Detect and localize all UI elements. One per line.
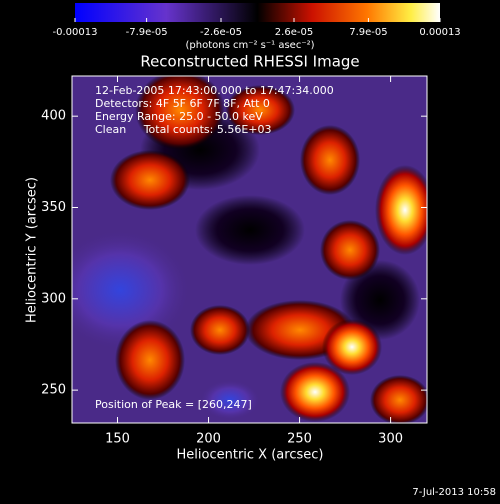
colorbar [75, 3, 440, 22]
x-axis-label: Heliocentric X (arcsec) [177, 448, 324, 463]
x-tick-label: 150 [105, 432, 130, 447]
colorbar-tick-label: -7.9e-05 [126, 27, 168, 38]
y-tick-label: 250 [41, 383, 66, 398]
colorbar-label: (photons cm⁻² s⁻¹ asec⁻²) [185, 40, 314, 51]
colorbar-tick-label: 0.00013 [419, 27, 460, 38]
y-axis-label: Heliocentric Y (arcsec) [25, 177, 40, 323]
colorbar-tick-label: -2.6e-05 [200, 27, 242, 38]
annotation: 12-Feb-2005 17:43:00.000 to 17:47:34.000 [95, 84, 334, 97]
chart-title: Reconstructed RHESSI Image [140, 53, 359, 71]
peak-label: Position of Peak = [260,247] [95, 398, 252, 411]
colorbar-tick-label: -0.00013 [53, 27, 98, 38]
timestamp: 7-Jul-2013 10:58 [412, 487, 496, 498]
colorbar-tick-label: 7.9e-05 [349, 27, 387, 38]
annotation: Detectors: 4F 5F 6F 7F 8F, Att 0 [95, 97, 270, 110]
colorbar-tick-label: 2.6e-05 [275, 27, 313, 38]
y-tick-label: 350 [41, 200, 66, 215]
x-tick-label: 250 [287, 432, 312, 447]
annotation: Clean Total counts: 5.56E+03 [95, 123, 272, 136]
y-tick-label: 400 [41, 109, 66, 124]
image [72, 76, 427, 423]
x-tick-label: 200 [196, 432, 221, 447]
annotation: Energy Range: 25.0 - 50.0 keV [95, 110, 263, 123]
plot-frame [71, 75, 428, 424]
y-tick-label: 300 [41, 291, 66, 306]
x-tick-label: 300 [378, 432, 403, 447]
